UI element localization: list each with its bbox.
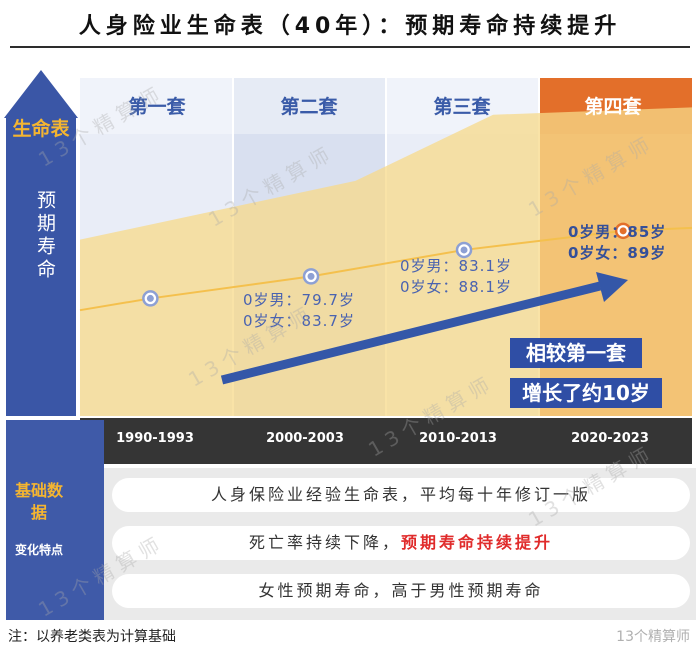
set-label-4: 第四套 xyxy=(584,96,642,118)
annotation-2000-female: 0岁女：83.7岁 xyxy=(243,312,355,330)
row-mortality-prefix: 死亡率持续下降， xyxy=(248,533,401,552)
axis-heading: 生命表 xyxy=(12,118,70,140)
data-point-center xyxy=(619,227,627,235)
row-mortality: 死亡率持续下降，预期寿命持续提升 xyxy=(112,526,690,560)
trend-line xyxy=(79,226,693,312)
highlight-line2: 增长了约10岁 xyxy=(510,378,662,408)
set-header-band xyxy=(80,78,233,134)
row-revision: 人身保险业经验生命表，平均每十年修订一版 xyxy=(112,478,690,512)
bottom-label-basic: 基础数据 xyxy=(14,481,63,522)
axis-panel xyxy=(6,118,76,416)
growth-arrow-shaft xyxy=(220,281,602,385)
title-underline xyxy=(10,46,690,48)
page-title: 人身险业生命表（40年）：预期寿命持续提升 xyxy=(78,14,622,39)
annotation-2010-female: 0岁女：88.1岁 xyxy=(400,278,512,296)
period-label-1: 1990-1993 xyxy=(116,431,194,446)
annotation-2020: 0岁男：85岁 0岁女：89岁 xyxy=(568,222,666,264)
axis-vertical-label: 预期寿命 xyxy=(34,190,56,282)
bottom-label-panel xyxy=(6,420,104,620)
period-bar xyxy=(80,418,692,464)
data-point-center xyxy=(146,294,154,302)
set-label-2: 第二套 xyxy=(280,96,338,118)
period-label-4: 2020-2023 xyxy=(571,431,649,446)
source-watermark: 13个精算师 xyxy=(616,629,690,645)
annotation-2020-female: 0岁女：89岁 xyxy=(568,244,667,262)
growth-arrow-head xyxy=(596,272,628,302)
annotation-2000: 0岁男：79.7岁 0岁女：83.7岁 xyxy=(243,290,355,332)
annotation-2010: 0岁男：83.1岁 0岁女：88.1岁 xyxy=(400,256,512,298)
annotation-2020-male: 0岁男：85岁 xyxy=(568,223,667,241)
period-label-3: 2010-2013 xyxy=(419,431,497,446)
set-header-band xyxy=(233,78,386,134)
bottom-label-change: 变化特点 xyxy=(14,543,63,557)
row-mortality-highlight: 预期寿命持续提升 xyxy=(401,533,554,552)
footnote: 注：以养老类表为计算基础 xyxy=(8,629,176,645)
data-point-center xyxy=(307,272,315,280)
highlight-line1: 相较第一套 xyxy=(510,338,642,368)
period-label-2: 2000-2003 xyxy=(266,431,344,446)
annotation-2000-male: 0岁男：79.7岁 xyxy=(243,291,355,309)
row-gender: 女性预期寿命，高于男性预期寿命 xyxy=(112,574,690,608)
set-label-1: 第一套 xyxy=(128,96,186,118)
axis-arrow-icon xyxy=(4,70,78,118)
set-label-3: 第三套 xyxy=(433,96,491,118)
data-point-center xyxy=(460,246,468,254)
annotation-2010-male: 0岁男：83.1岁 xyxy=(400,257,512,275)
